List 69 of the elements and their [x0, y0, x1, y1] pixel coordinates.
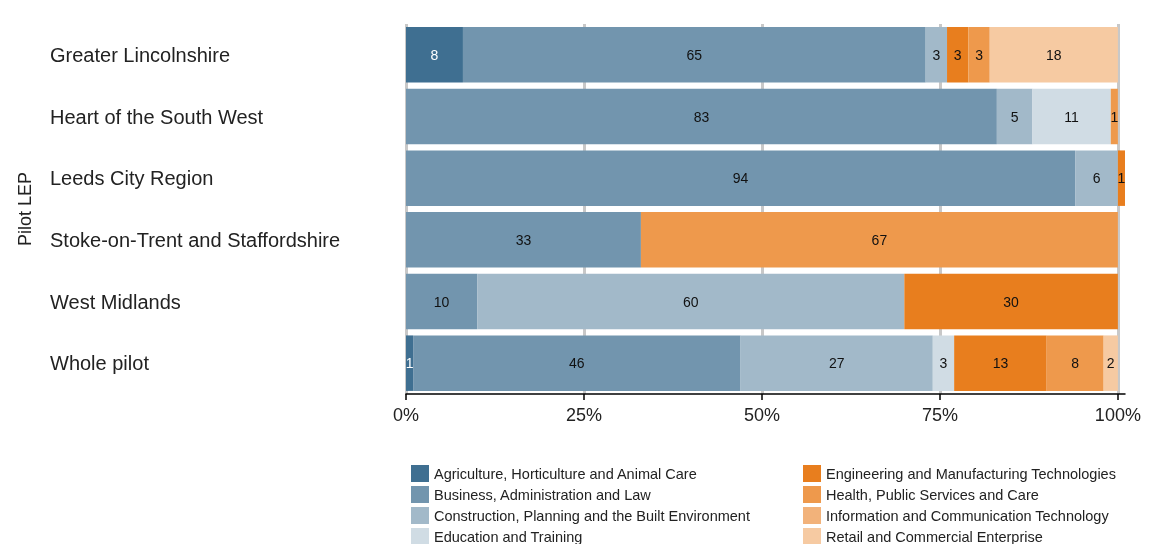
data-label: 3 — [975, 46, 984, 63]
x-tick-label: 75% — [921, 405, 958, 425]
y-tick-label: Stoke-on-Trent and Staffordshire — [50, 228, 341, 251]
data-label: 1 — [1117, 170, 1126, 187]
data-label: 94 — [732, 170, 749, 187]
bar — [1032, 88, 1111, 145]
bar — [413, 335, 741, 391]
data-label: 10 — [433, 293, 450, 310]
data-label: 46 — [569, 355, 585, 372]
data-label: 18 — [1046, 46, 1062, 63]
bar — [954, 335, 1047, 391]
bar — [925, 27, 948, 83]
data-label: 5 — [1010, 108, 1019, 125]
bar — [932, 335, 955, 391]
y-tick-label: West Midlands — [50, 290, 181, 313]
bar — [1117, 150, 1125, 206]
legend-label: Retail and Commercial Enterprise — [826, 528, 1043, 544]
y-tick-label: Heart of the South West — [50, 105, 264, 128]
data-label: 83 — [693, 108, 710, 125]
legend-label: Engineering and Manufacturing Technologies — [826, 465, 1116, 482]
data-label: 1 — [1110, 108, 1119, 125]
data-label: 60 — [682, 293, 699, 310]
bar — [989, 27, 1118, 83]
data-label: 3 — [932, 46, 941, 63]
legend-label: Information and Communication Technology — [826, 507, 1110, 524]
bar — [406, 335, 414, 391]
data-label: 8 — [430, 46, 439, 63]
y-axis-title: Pilot LEP — [15, 171, 35, 247]
data-label: 67 — [871, 231, 888, 248]
bar — [640, 212, 1118, 268]
x-tick-label: 25% — [565, 405, 602, 425]
bar — [406, 212, 641, 268]
legend-label: Agriculture, Horticulture and Animal Care — [434, 465, 697, 482]
data-label: 2 — [1106, 355, 1115, 372]
bar — [406, 273, 478, 330]
y-tick-label: Leeds City Region — [50, 167, 214, 190]
bar — [968, 27, 990, 83]
data-label: 13 — [992, 355, 1009, 372]
x-tick-label: 100% — [1094, 405, 1141, 425]
data-label: 33 — [515, 231, 532, 248]
bar — [740, 335, 933, 391]
legend-label: Construction, Planning and the Built Environment — [434, 507, 750, 524]
bar — [406, 88, 997, 145]
x-tick-label: 0% — [392, 405, 420, 425]
data-label: 65 — [686, 46, 703, 63]
bar — [947, 27, 969, 83]
data-label: 11 — [1064, 108, 1080, 125]
y-tick-label: Whole pilot — [50, 352, 150, 375]
bar — [477, 273, 905, 330]
data-label: 27 — [828, 355, 845, 372]
data-label: 3 — [953, 46, 962, 63]
data-label: 1 — [405, 355, 414, 372]
y-tick-label: Greater Lincolnshire — [50, 43, 231, 66]
bar — [462, 27, 926, 83]
legend-label: Education and Training — [434, 528, 583, 544]
data-label: 30 — [1003, 293, 1020, 310]
bar — [1103, 335, 1118, 391]
legend-label: Business, Administration and Law — [434, 486, 652, 503]
x-tick-label: 50% — [743, 405, 780, 425]
bar — [406, 150, 1076, 206]
bar — [996, 88, 1033, 145]
data-label: 8 — [1071, 355, 1080, 372]
bar — [904, 273, 1118, 330]
data-label: 3 — [939, 355, 948, 372]
bar — [406, 27, 463, 83]
legend-label: Health, Public Services and Care — [826, 486, 1039, 503]
data-label: 6 — [1092, 170, 1101, 187]
bar — [1075, 150, 1118, 206]
bar — [1046, 335, 1104, 391]
